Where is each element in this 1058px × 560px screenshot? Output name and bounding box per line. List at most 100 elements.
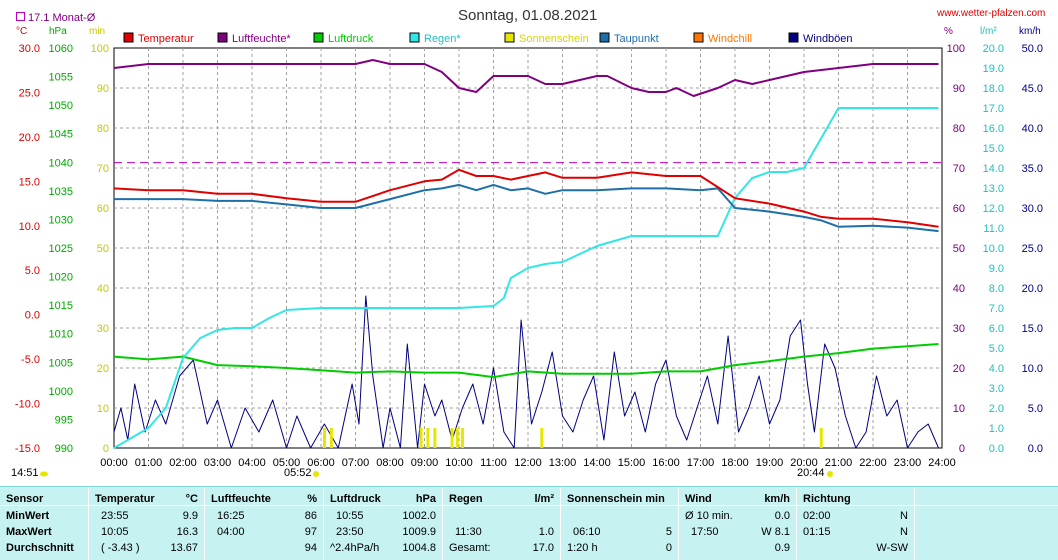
website-link[interactable]: www.wetter-pfalzen.com <box>937 8 1046 19</box>
sunshine-bar <box>433 428 437 448</box>
rain-max-time: 11:30 <box>455 526 482 538</box>
hum-tick-label: 30 <box>953 323 965 335</box>
hum-tick-label: 80 <box>953 123 965 135</box>
pressure-tick-label: 1020 <box>49 272 73 284</box>
pressure-tick-label: 1005 <box>49 357 73 369</box>
wind-tick-label: 10.0 <box>1022 363 1043 375</box>
sunrise-time: 05:52 <box>284 467 312 479</box>
monthly-avg-text: 17.1 Monat-Ø <box>28 12 96 24</box>
x-tick-label: 19:00 <box>756 457 784 469</box>
wind-unit: km/h <box>764 493 790 505</box>
x-tick-label: 17:00 <box>687 457 715 469</box>
series-line-temperatur <box>113 168 939 228</box>
hum-tick-label: 0 <box>959 443 965 455</box>
x-tick-label: 18:00 <box>721 457 749 469</box>
stats-col-rain: Regen l/m² 11:30 1.0 Gesamt: 17.0 <box>442 487 560 560</box>
unit-wind: km/h <box>1019 26 1041 37</box>
sunshine-bar <box>450 428 454 448</box>
rain-tick-label: 6.0 <box>989 323 1004 335</box>
pressure-min: 1002.0 <box>402 510 436 522</box>
pressure-tick-label: 995 <box>55 414 73 426</box>
rain-tick-label: 1.0 <box>989 423 1004 435</box>
x-tick-label: 12:00 <box>514 457 542 469</box>
temp-tick-label: 0.0 <box>25 310 40 322</box>
rain-tick-label: 17.0 <box>983 103 1004 115</box>
sunrise-icon <box>313 471 319 477</box>
series-line-luftfeuchte <box>113 59 939 97</box>
stats-col-direction: Richtung 02:00 N 01:15 N W-SW <box>796 487 914 560</box>
pressure-tick-label: 1015 <box>49 300 73 312</box>
wind-tick-label: 35.0 <box>1022 163 1043 175</box>
sun-tick-label: 30 <box>97 323 109 335</box>
legend-label: Luftdruck <box>328 33 374 45</box>
rain-tick-label: 15.0 <box>983 143 1004 155</box>
x-tick-label: 09:00 <box>411 457 439 469</box>
legend-swatch <box>217 32 228 43</box>
x-tick-label: 13:00 <box>549 457 577 469</box>
pressure-tick-label: 1055 <box>49 72 73 84</box>
temp-tick-label: -10.0 <box>15 399 40 411</box>
stats-col-temperature: Temperatur °C 23:55 9.9 10:05 16.3 ( -3.… <box>88 487 204 560</box>
wind-header: Wind <box>685 493 712 505</box>
temp-tick-label: 20.0 <box>19 132 40 144</box>
hum-tick-label: 20 <box>953 363 965 375</box>
wind-tick-label: 30.0 <box>1022 203 1043 215</box>
legend-label: Luftfeuchte* <box>232 33 291 45</box>
x-tick-label: 04:00 <box>238 457 266 469</box>
x-tick-label: 06:00 <box>307 457 335 469</box>
pressure-tick-label: 1050 <box>49 100 73 112</box>
legend-swatch <box>409 32 420 43</box>
x-tick-label: 10:00 <box>445 457 473 469</box>
wind-tick-label: 40.0 <box>1022 123 1043 135</box>
hum-max: 97 <box>304 526 317 538</box>
monthly-avg-icon <box>16 12 25 21</box>
pressure-header: Luftdruck <box>330 493 381 505</box>
series-line-regen <box>113 107 939 449</box>
wind-tick-label: 45.0 <box>1022 83 1043 95</box>
rain-max: 1.0 <box>538 526 554 538</box>
dir-avg: W-SW <box>876 542 908 554</box>
pressure-tick-label: 1000 <box>49 386 73 398</box>
wind-tick-label: 15.0 <box>1022 323 1043 335</box>
x-tick-label: 05:00 <box>273 457 301 469</box>
stats-col-sunshine: Sonnenschein min 06:10 5 1:20 h 0 <box>560 487 678 560</box>
wind-tick-label: 20.0 <box>1022 283 1043 295</box>
hum-tick-label: 100 <box>947 43 965 55</box>
temp-unit: °C <box>185 493 198 505</box>
sun-total: 0 <box>665 542 672 554</box>
sun-tick-label: 40 <box>97 283 109 295</box>
legend-swatch <box>693 32 704 43</box>
rain-tick-label: 3.0 <box>989 383 1004 395</box>
pressure-trend: ^2.4hPa/h <box>330 542 380 554</box>
rain-tick-label: 9.0 <box>989 263 1004 275</box>
x-tick-label: 03:00 <box>204 457 232 469</box>
series-line-luftdruck <box>113 343 939 379</box>
rain-tick-label: 14.0 <box>983 163 1004 175</box>
pressure-tick-label: 990 <box>55 443 73 455</box>
hum-unit: % <box>307 493 317 505</box>
rain-tick-label: 7.0 <box>989 303 1004 315</box>
row-label-sensor: Sensor <box>6 493 44 505</box>
temp-tick-label: 5.0 <box>25 265 40 277</box>
temp-tick-label: -5.0 <box>21 354 40 366</box>
hum-tick-label: 40 <box>953 283 965 295</box>
chart-title: Sonntag, 01.08.2021 <box>458 7 598 24</box>
rain-tick-label: 18.0 <box>983 83 1004 95</box>
wind-max-time: 17:50 <box>691 526 719 538</box>
rain-unit: l/m² <box>534 493 554 505</box>
pressure-unit: hPa <box>415 493 436 505</box>
rain-tick-label: 0.0 <box>989 443 1004 455</box>
pressure-tick-label: 1035 <box>49 186 73 198</box>
sun-tick-label: 20 <box>97 363 109 375</box>
hum-tick-label: 90 <box>953 83 965 95</box>
rain-tick-label: 5.0 <box>989 343 1004 355</box>
sunshine-bar <box>419 428 423 448</box>
sun-tick-label: 10 <box>97 403 109 415</box>
temp-max-time: 10:05 <box>101 526 129 538</box>
rain-tick-label: 11.0 <box>983 223 1004 235</box>
sunshine-bar <box>460 428 464 448</box>
hum-avg: 94 <box>304 542 317 554</box>
rain-header: Regen <box>449 493 483 505</box>
rain-total: 17.0 <box>532 542 554 554</box>
pressure-max-time: 23:50 <box>336 526 364 538</box>
